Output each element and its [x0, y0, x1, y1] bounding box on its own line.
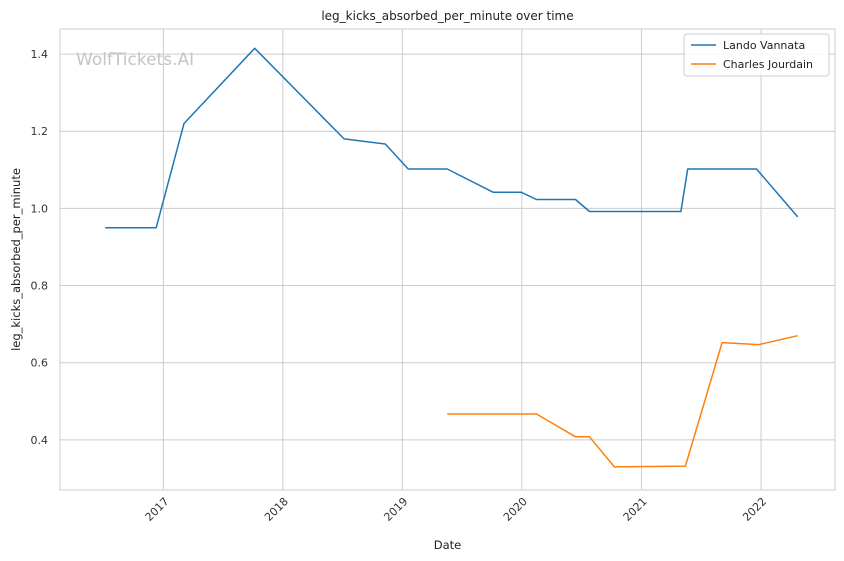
y-tick-label-3: 1.0 [31, 202, 49, 215]
y-tick-label-2: 0.8 [31, 280, 49, 293]
legend-box [683, 33, 830, 77]
series-layer [105, 47, 799, 468]
x-tick-labels: 2017 2018 2019 2020 2021 2022 [143, 495, 770, 524]
series-line-lando-vannata [105, 47, 799, 229]
y-axis-label: leg_kicks_absorbed_per_minute [9, 168, 23, 351]
x-tick-label-2017: 2017 [143, 495, 172, 524]
x-tick-label-2021: 2021 [621, 495, 650, 524]
legend: Lando Vannata Charles Jourdain [683, 33, 830, 77]
y-tick-label-5: 1.4 [31, 48, 49, 61]
x-tick-label-2020: 2020 [501, 495, 530, 524]
chart-title: leg_kicks_absorbed_per_minute over time [321, 9, 573, 23]
y-tick-label-0: 0.4 [31, 434, 49, 447]
axes-border [59, 28, 836, 491]
y-tick-label-4: 1.2 [31, 125, 49, 138]
legend-label-lando-vannata: Lando Vannata [723, 39, 805, 52]
x-tick-label-2022: 2022 [740, 495, 769, 524]
x-tick-label-2019: 2019 [381, 495, 410, 524]
legend-label-charles-jourdain: Charles Jourdain [723, 58, 813, 71]
series-line-charles-jourdain [447, 334, 798, 468]
watermark: WolfTickets.AI [76, 50, 194, 70]
x-axis-label: Date [434, 538, 462, 552]
grid [60, 29, 835, 490]
y-tick-labels: 0.4 0.6 0.8 1.0 1.2 1.4 [31, 48, 49, 447]
plot-area [60, 29, 835, 490]
y-tick-label-1: 0.6 [31, 357, 49, 370]
x-tick-label-2018: 2018 [262, 495, 291, 524]
axes-frame [59, 28, 836, 491]
